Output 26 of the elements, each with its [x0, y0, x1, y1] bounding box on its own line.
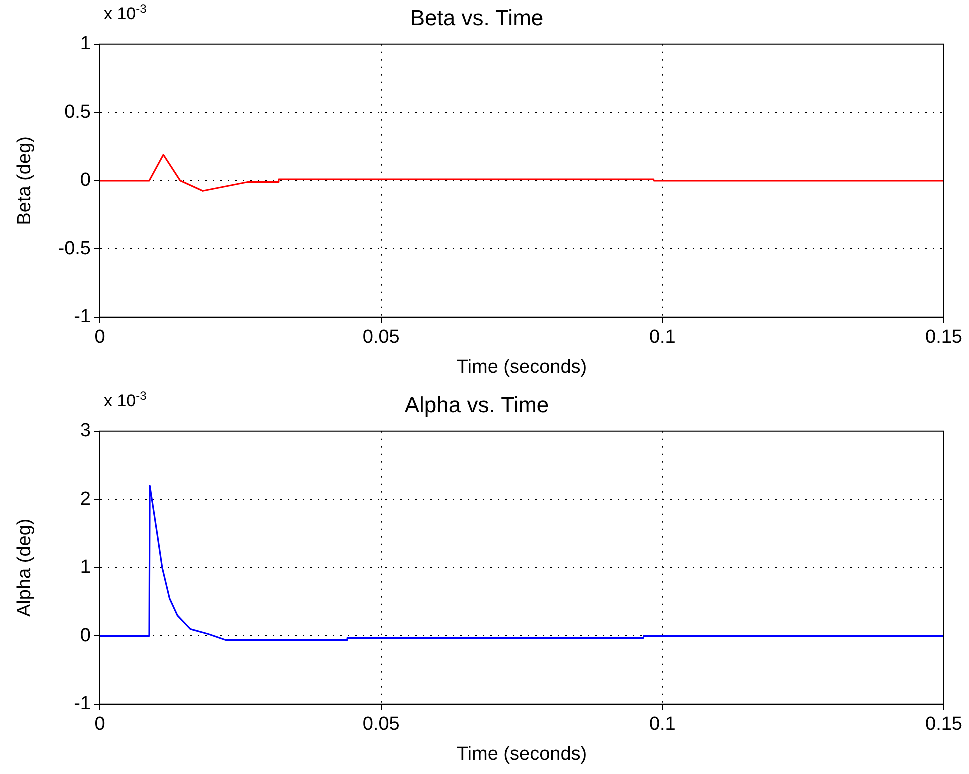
- chart-title: Alpha vs. Time: [404, 392, 550, 418]
- y-tick-label: 2: [80, 488, 91, 510]
- x-tick-label: 0: [94, 327, 106, 348]
- y-tick-label: 0: [80, 170, 91, 192]
- y-tick-label: 0: [80, 625, 91, 646]
- y-tick-label: 0.5: [64, 102, 91, 123]
- x-tick-label: 0.05: [362, 327, 400, 348]
- y-tick-label: 3: [80, 420, 91, 442]
- text: x 10$^{-3}$: [104, 2, 147, 25]
- y-tick-label: -1: [74, 694, 91, 715]
- y-tick-label: -1: [74, 306, 91, 328]
- y-tick-label: 1: [80, 34, 91, 55]
- text: x 10$^{-3}$: [104, 389, 147, 412]
- chart-title: Beta vs. Time: [410, 5, 544, 30]
- x-tick-label: 0.05: [362, 714, 400, 736]
- x-tick-label: 0.15: [926, 714, 962, 736]
- x-tick-label: 0.1: [649, 327, 676, 348]
- x-tick-label: 0.1: [649, 714, 676, 736]
- y-axis-title: Beta (deg): [14, 136, 36, 226]
- y-tick-label: -0.5: [58, 238, 91, 260]
- x-tick-label: 0.15: [926, 327, 962, 348]
- y-axis-title: Alpha (deg): [14, 518, 36, 618]
- x-axis-title: Time (seconds): [456, 744, 588, 765]
- y-tick-label: 1: [80, 557, 91, 578]
- x-tick-label: 0: [94, 714, 106, 736]
- x-axis-title: Time (seconds): [456, 356, 588, 378]
